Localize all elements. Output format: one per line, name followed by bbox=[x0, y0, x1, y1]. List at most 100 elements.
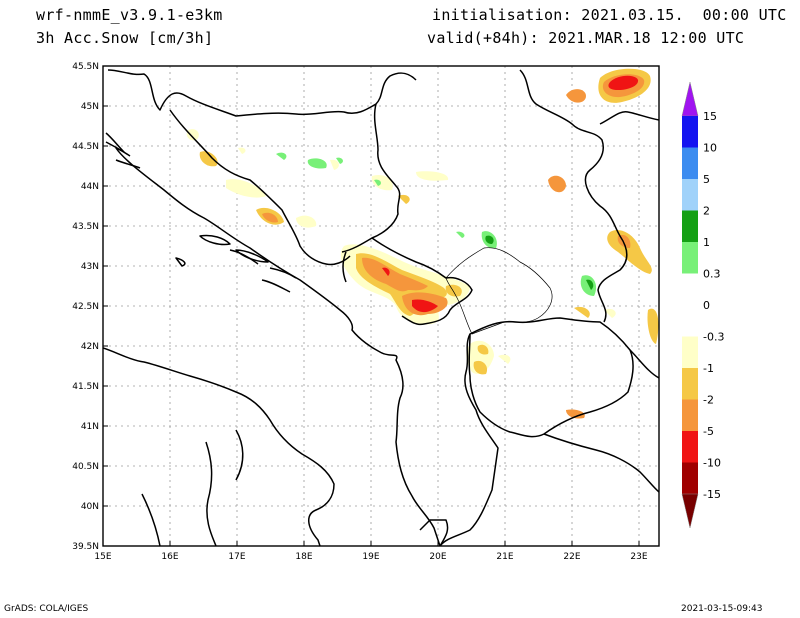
colorbar-swatch bbox=[682, 116, 698, 148]
valid-time: valid(+84h): 2021.MAR.18 12:00 UTC bbox=[427, 29, 745, 47]
island bbox=[261, 279, 291, 293]
lon-label: 17E bbox=[228, 552, 245, 562]
island bbox=[115, 159, 141, 169]
lat-label: 41.5N bbox=[72, 382, 99, 392]
footer-timestamp: 2021-03-15-09:43 bbox=[681, 604, 763, 614]
border bbox=[419, 519, 449, 546]
colorbar-label: 15 bbox=[703, 110, 717, 123]
snow-area-northeast-max bbox=[608, 75, 639, 90]
colorbar-swatch bbox=[682, 399, 698, 431]
snow-area-small bbox=[647, 308, 659, 344]
colorbar-label: 10 bbox=[703, 142, 717, 155]
colorbar-label: 0 bbox=[703, 299, 710, 312]
snow-area-small-core bbox=[262, 212, 278, 223]
island bbox=[199, 234, 231, 246]
snow-area-light bbox=[371, 174, 393, 191]
north-macedonia-border bbox=[468, 317, 634, 438]
lon-label: 15E bbox=[94, 552, 111, 562]
colorbar bbox=[681, 81, 699, 529]
snow-area-main-red bbox=[382, 267, 390, 276]
lat-label: 40N bbox=[81, 502, 99, 512]
snowfall-field bbox=[186, 68, 659, 419]
colorbar-swatch bbox=[682, 242, 698, 274]
positive-area bbox=[374, 179, 381, 186]
colorbar-label: 5 bbox=[703, 173, 710, 186]
serbia-east-border bbox=[519, 69, 628, 323]
snow-area-small bbox=[477, 344, 489, 355]
greece-border bbox=[543, 433, 659, 493]
island bbox=[269, 267, 297, 279]
coastlines-and-borders bbox=[103, 69, 659, 546]
positive-area-core bbox=[586, 279, 594, 290]
lat-label: 42N bbox=[81, 342, 99, 352]
lat-label: 39.5N bbox=[72, 542, 99, 552]
colorbar-label: 2 bbox=[703, 205, 710, 218]
lat-label: 44.5N bbox=[72, 142, 99, 152]
lat-label: 43.5N bbox=[72, 222, 99, 232]
island bbox=[105, 141, 131, 157]
lon-label: 22E bbox=[563, 552, 580, 562]
italy-coast bbox=[141, 493, 161, 546]
snow-area-small bbox=[473, 360, 488, 375]
italy-coast bbox=[103, 347, 335, 546]
colorbar-swatch bbox=[682, 179, 698, 211]
axis-ticks bbox=[102, 65, 640, 547]
positive-area bbox=[336, 157, 343, 164]
model-title: wrf-nmmE_v3.9.1-e3km bbox=[36, 6, 223, 24]
montenegro-border bbox=[371, 237, 473, 326]
adriatic-east-coast bbox=[105, 132, 441, 546]
island bbox=[229, 249, 259, 265]
colorbar-swatch bbox=[682, 210, 698, 242]
northern-border bbox=[107, 69, 417, 117]
snow-area-light bbox=[416, 171, 449, 181]
snow-area-main-red bbox=[412, 299, 438, 313]
positive-area bbox=[580, 275, 597, 296]
border bbox=[342, 251, 347, 283]
snow-area-light bbox=[498, 354, 511, 364]
albania-border bbox=[439, 333, 499, 546]
colorbar-label: -0.3 bbox=[703, 331, 724, 344]
lat-label: 45.5N bbox=[72, 62, 99, 72]
italy-coast bbox=[205, 441, 217, 546]
positive-area bbox=[276, 152, 287, 160]
colorbar-top-arrow bbox=[681, 81, 699, 117]
positive-area bbox=[307, 158, 327, 169]
border bbox=[599, 110, 659, 125]
snow-area-small bbox=[566, 409, 585, 419]
snow-area-light bbox=[238, 147, 246, 154]
snow-area-small bbox=[566, 89, 586, 103]
colorbar-label: -2 bbox=[703, 394, 714, 407]
lon-label: 19E bbox=[362, 552, 379, 562]
positive-area bbox=[456, 231, 465, 238]
island bbox=[175, 257, 186, 267]
snow-area-main-orange bbox=[362, 257, 428, 292]
bosnia-serbia-border bbox=[341, 103, 401, 253]
lat-label: 41N bbox=[81, 422, 99, 432]
snow-area-light bbox=[186, 129, 199, 141]
positive-area-core bbox=[485, 235, 494, 244]
colorbar-label: -5 bbox=[703, 425, 714, 438]
colorbar-swatch bbox=[682, 147, 698, 179]
bosnia-border bbox=[169, 109, 351, 266]
lon-label: 18E bbox=[295, 552, 312, 562]
snow-area-light bbox=[226, 179, 266, 198]
lat-label: 40.5N bbox=[72, 462, 99, 472]
kosovo-border bbox=[445, 247, 553, 335]
colorbar-bottom-arrow bbox=[681, 493, 699, 529]
colorbar-swatch bbox=[682, 273, 698, 337]
snow-area-small bbox=[398, 194, 410, 204]
colorbar-label: -10 bbox=[703, 457, 721, 470]
lat-label: 43N bbox=[81, 262, 99, 272]
colorbar-label: 1 bbox=[703, 236, 710, 249]
colorbar-swatch bbox=[682, 336, 698, 368]
snow-area-small bbox=[199, 151, 218, 167]
snow-area-small bbox=[574, 306, 590, 318]
colorbar-label: -1 bbox=[703, 362, 714, 375]
lon-label: 21E bbox=[496, 552, 513, 562]
footer-credit: GrADS: COLA/IGES bbox=[4, 604, 89, 614]
lat-label: 45N bbox=[81, 102, 99, 112]
snow-area-small bbox=[548, 175, 566, 193]
snow-area-light bbox=[296, 215, 317, 228]
snow-area-small bbox=[445, 284, 462, 297]
